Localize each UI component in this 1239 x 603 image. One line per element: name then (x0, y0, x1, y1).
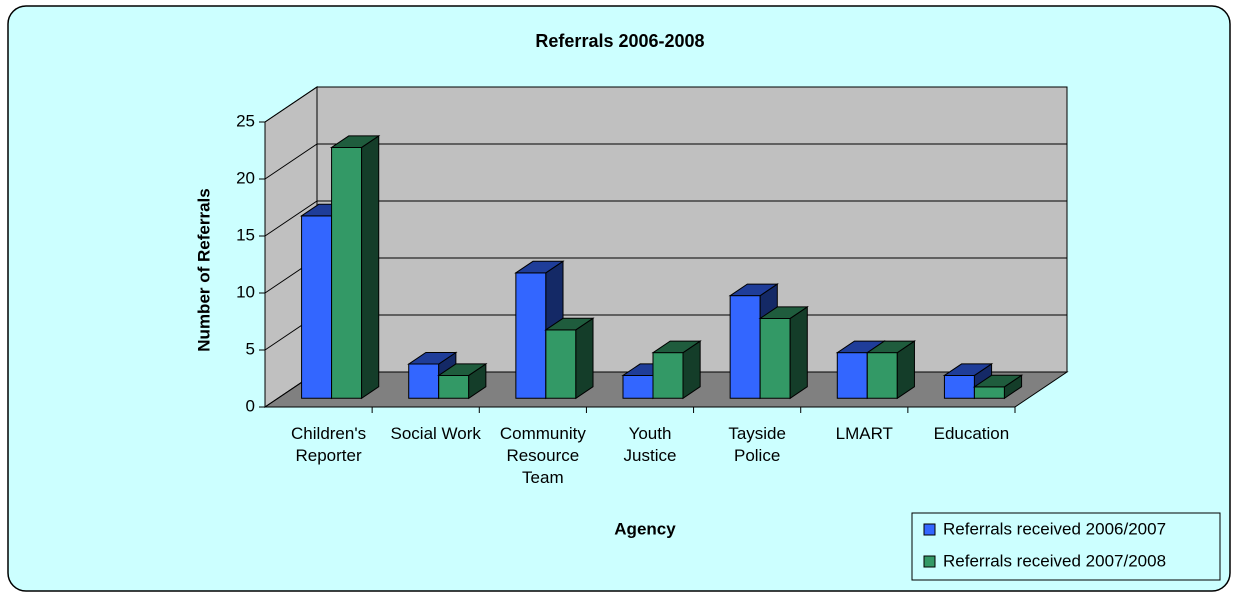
chart-title: Referrals 2006-2008 (535, 31, 704, 51)
bar (329, 134, 381, 400)
x-tick-label: Children's Reporter (291, 424, 367, 465)
bar-front (438, 374, 470, 399)
bar-top (728, 283, 779, 297)
bar (758, 305, 809, 400)
bar-front (973, 386, 1005, 399)
bar-side (361, 134, 380, 400)
bar (865, 340, 917, 400)
bar-front (301, 215, 333, 399)
bar-front (622, 374, 654, 399)
bar-front (408, 363, 440, 399)
grid-line (264, 86, 1067, 123)
bar-front (652, 352, 684, 399)
y-tick-label: 0 (246, 396, 255, 415)
bar-top (942, 363, 994, 376)
grid-line (264, 143, 1067, 180)
bar-top (437, 363, 488, 376)
x-tick-label: Education (933, 424, 1010, 443)
bar-top (758, 306, 809, 319)
bar-top (407, 352, 458, 365)
y-tick-label: 25 (236, 111, 255, 130)
y-tick-label: 10 (236, 282, 255, 301)
legend-swatch (923, 555, 936, 568)
bar (651, 340, 702, 400)
bar-side (789, 305, 808, 400)
bar-top (329, 135, 381, 148)
legend (911, 512, 1221, 581)
bar-top (972, 374, 1024, 388)
legend-swatch (923, 523, 936, 536)
x-tick-label: LMART (835, 424, 893, 443)
bar-front (729, 295, 761, 399)
bar-top (514, 260, 565, 274)
x-tick-label: Community Resource Team (499, 424, 586, 487)
x-tick-label: Social Work (390, 424, 481, 443)
grid-line (264, 200, 1067, 237)
y-tick-label: 5 (246, 339, 255, 358)
bar (972, 374, 1024, 400)
bar-front (943, 374, 975, 399)
legend-label: Referrals received 2007/2008 (943, 551, 1166, 570)
bar (437, 362, 488, 400)
x-tick-label: Youth Justice (623, 424, 677, 465)
bar-front (331, 146, 363, 399)
x-axis-title: Agency (614, 519, 676, 538)
bar-top (865, 340, 917, 354)
bar (544, 317, 595, 400)
bar-front (515, 272, 547, 399)
bar-front (545, 329, 577, 399)
x-tick-label: Tayside Police (728, 424, 786, 465)
back-wall (316, 86, 1068, 373)
y-tick-label: 15 (236, 225, 255, 244)
bar-front (836, 352, 868, 399)
bar-front (866, 352, 898, 399)
bar-side (575, 317, 594, 400)
bar-front (759, 317, 791, 399)
bar-top (544, 317, 595, 331)
bar-top (651, 340, 702, 354)
legend-label: Referrals received 2006/2007 (943, 519, 1166, 538)
y-axis-title: Number of Referrals (194, 188, 213, 351)
y-tick-label: 20 (236, 168, 255, 187)
